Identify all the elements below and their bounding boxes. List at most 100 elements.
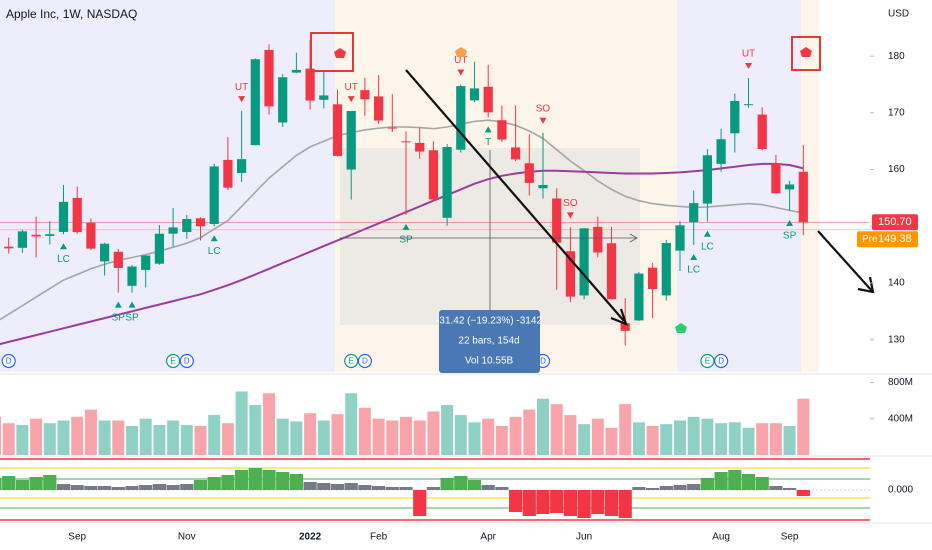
y-tick-label: 180 [888,51,905,62]
candle-body [689,203,699,223]
trend-arrow [405,69,625,322]
candle-body [730,100,740,134]
volume-bar [235,391,248,455]
indicator-bar [303,482,317,490]
indicator-bar [111,487,125,490]
currency-label: USD [888,9,909,20]
candle-body [72,197,82,233]
signal-label: SP [112,312,126,323]
trend-arrow [817,230,873,292]
signal-marker [566,212,574,219]
x-tick-label: 2022 [299,532,322,543]
indicator-bar [0,478,2,490]
candle-body [415,142,425,152]
lower-panes [0,391,870,518]
indicator-bar [276,472,290,490]
candle-body [360,90,370,100]
signal-marker [114,301,122,308]
signal-marker [484,126,492,133]
highlight-box [791,36,821,71]
signal-marker [60,243,67,250]
candle-body [661,243,671,296]
x-tick-label: Sep [781,532,799,543]
x-tick-label: Feb [370,532,388,543]
volume-bar [153,425,166,455]
volume-bar [715,423,728,455]
session-shade [801,0,819,372]
pentagon-icon [334,48,346,58]
volume-bar [386,420,399,455]
candle-body [168,227,178,234]
signal-marker [128,301,136,308]
volume-bar [194,425,207,455]
volume-bar [221,423,234,455]
volume-bar [208,415,221,455]
volume-bar [2,423,15,455]
candle-body [497,120,507,140]
signal-label: SP [399,235,413,246]
volume-bar [167,420,180,455]
candle-body [456,86,466,150]
candle-body [401,141,411,143]
indicator-bar [577,490,591,518]
indicator-bar [317,483,331,490]
candle-body [469,88,480,101]
event-label: D [6,357,12,366]
candle-body [702,155,712,204]
event-badge [713,353,729,369]
volume-bar [139,418,152,455]
event-badge [179,353,194,369]
volume-bar [523,409,536,455]
measure-label: -31.42 (−19.23%) -3142 [436,316,542,327]
candle-body [785,184,795,190]
volume-bar [400,416,412,455]
candle-body [195,218,206,227]
volume-bar [249,405,262,455]
volume-tick-label: 800M [888,377,913,388]
volume-bar [57,420,70,455]
volume-bar [578,424,591,455]
indicator-bar [550,490,564,513]
event-badge [357,353,372,369]
indicator-bar [207,477,221,490]
indicator-bar [755,477,769,490]
volume-bar [112,420,125,455]
candle-body [100,243,110,262]
session-shade [677,0,801,372]
volume-bar [509,416,522,455]
candle-body [579,228,589,296]
volume-bar [756,423,769,455]
indicator-bar [221,475,235,490]
signal-marker [690,253,698,260]
indicator-bar [56,484,71,490]
volume-bar [98,420,111,455]
indicator-bar [467,480,482,490]
signal-marker [786,219,794,226]
signal-label: SP [125,312,139,323]
y-tick-label: 130 [888,334,905,345]
pre-market-name: Pre [862,234,878,245]
y-tick-label: 170 [888,107,905,118]
candle-body [374,96,384,121]
indicator-bar [646,488,660,490]
indicator-bar [426,487,440,490]
volume-tick-label: 400M [888,413,913,424]
candle-body [17,231,27,248]
indicator-bar [330,484,345,490]
volume-bar [16,425,29,455]
volume-bar [427,411,440,455]
candle-body [442,146,452,218]
candle-body [278,77,288,123]
candle-body [634,273,644,321]
signal-marker [745,62,752,69]
candle-body [716,139,726,164]
volume-bar [797,398,810,455]
candle-body [387,127,397,129]
candle-body [182,219,192,232]
price-pane: LCSPSPLCUTUTSPUTTSOSOLCLCUTSPDEDEDEDED [0,39,870,369]
volume-bar [591,418,604,455]
highlight-box [310,32,354,72]
x-tick-label: Nov [178,532,196,543]
signal-label: LC [57,254,70,265]
indicator-bar [632,487,646,490]
